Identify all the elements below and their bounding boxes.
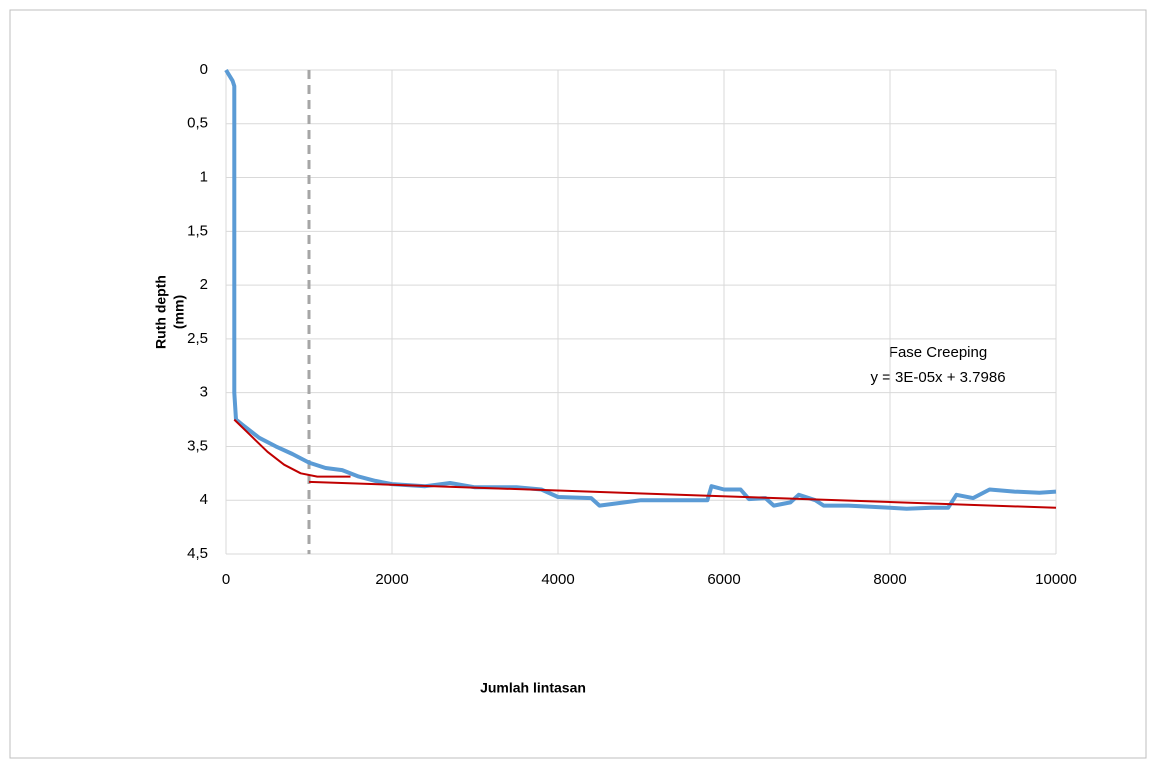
y-axis-label-line: Ruth depth — [153, 275, 169, 349]
y-tick-label: 0,5 — [187, 115, 208, 132]
x-tick-label: 4000 — [541, 571, 574, 588]
y-tick-label: 0 — [200, 61, 208, 78]
y-tick-label: 4 — [200, 491, 208, 508]
x-tick-label: 6000 — [707, 571, 740, 588]
data-line — [308, 480, 1057, 509]
annotation: y = 3E-05x + 3.7986 — [870, 369, 1005, 386]
y-tick-label: 2 — [200, 276, 208, 293]
data-line — [224, 68, 1057, 511]
y-tick-label: 3 — [200, 384, 208, 401]
x-tick-label: 0 — [222, 571, 230, 588]
annotation: Fase Creeping — [889, 344, 987, 361]
y-tick-label: 1 — [200, 169, 208, 186]
data-line — [233, 418, 351, 478]
x-tick-label: 2000 — [375, 571, 408, 588]
y-axis-label: Ruth depth (mm) — [153, 275, 187, 349]
y-tick-label: 4,5 — [187, 545, 208, 562]
y-axis-label-line: (mm) — [171, 295, 187, 329]
chart-border — [9, 9, 1147, 759]
y-tick-label: 1,5 — [187, 222, 208, 239]
x-tick-label: 8000 — [873, 571, 906, 588]
x-tick-label: 10000 — [1035, 571, 1077, 588]
y-tick-label: 3,5 — [187, 437, 208, 454]
x-axis-label: Jumlah lintasan — [480, 680, 586, 696]
y-tick-label: 2,5 — [187, 330, 208, 347]
